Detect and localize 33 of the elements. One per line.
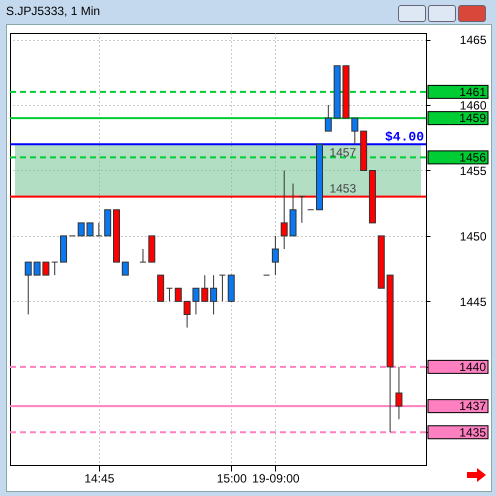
candlestick — [166, 288, 173, 302]
candlestick — [298, 196, 306, 224]
ref-line-label: 1437 — [459, 399, 486, 414]
ref-line-label: 1456 — [459, 150, 486, 164]
candlestick — [42, 262, 50, 276]
candlestick — [24, 262, 32, 315]
candlestick — [192, 288, 200, 315]
x-tick-label: 19-09:00 — [252, 472, 300, 486]
candlestick — [122, 262, 129, 276]
annotation: 1457 — [329, 145, 356, 160]
candlestick — [51, 262, 58, 276]
candlestick — [34, 262, 41, 276]
y-tick-label: 1460 — [460, 98, 487, 112]
candlestick — [95, 222, 102, 236]
candlestick — [395, 366, 402, 420]
annotation: $4.00 — [384, 129, 424, 144]
ref-line-label: 1435 — [459, 425, 486, 440]
candlestick — [272, 235, 279, 276]
annotation: 1453 — [329, 182, 356, 196]
candlestick — [86, 222, 94, 236]
y-tick-label: 1455 — [460, 164, 487, 178]
candlestick — [218, 274, 226, 302]
candlestick — [78, 222, 85, 236]
ref-line-label: 1459 — [459, 111, 486, 126]
chart-title: S.JPJ5333, 1 Min — [6, 4, 100, 18]
y-tick-label: 1450 — [460, 229, 487, 244]
y-tick-label: 1445 — [460, 294, 487, 309]
x-tick-label: 14:45 — [84, 472, 115, 486]
ref-line-label: 1440 — [459, 360, 486, 374]
y-tick-label: 1465 — [460, 33, 487, 48]
candlestick — [139, 248, 146, 263]
ref-line-label: 1461 — [459, 84, 486, 99]
x-tick-label: 15:00 — [216, 472, 248, 486]
